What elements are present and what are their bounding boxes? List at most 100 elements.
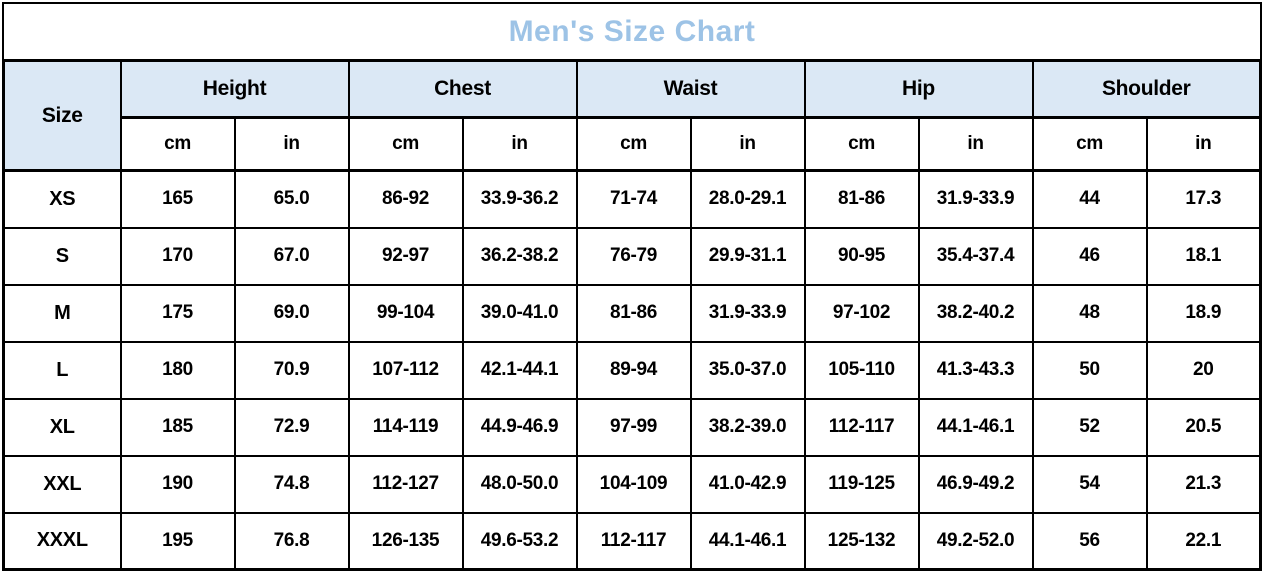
data-cell: 44.1-46.1 — [917, 397, 1034, 457]
data-cell: 41.3-43.3 — [917, 340, 1034, 400]
table-row-s: S 170 67.0 92-97 36.2-38.2 76-79 29.9-31… — [2, 226, 1262, 286]
unit-header: in — [689, 116, 806, 172]
unit-header: cm — [803, 116, 920, 172]
data-cell: 46 — [1031, 226, 1148, 286]
group-header-hip: Hip — [803, 59, 1034, 119]
data-cell: 170 — [119, 226, 236, 286]
data-cell: 29.9-31.1 — [689, 226, 806, 286]
data-cell: 17.3 — [1145, 169, 1262, 229]
data-cell: 74.8 — [233, 454, 350, 514]
data-cell: 46.9-49.2 — [917, 454, 1034, 514]
unit-header-row: cm in cm in cm in cm in cm in — [4, 116, 1262, 172]
data-cell: 71-74 — [575, 169, 692, 229]
data-cell: 22.1 — [1145, 511, 1262, 571]
data-cell: 165 — [119, 169, 236, 229]
data-cell: 114-119 — [347, 397, 464, 457]
data-cell: 54 — [1031, 454, 1148, 514]
row-size-label: S — [2, 226, 122, 286]
table-header: Size Height Chest Waist Hip Shoulder cm … — [2, 59, 1262, 172]
data-cell: 39.0-41.0 — [461, 283, 578, 343]
unit-header: cm — [1031, 116, 1148, 172]
data-cell: 99-104 — [347, 283, 464, 343]
unit-header: in — [233, 116, 350, 172]
table-row-xxxl: XXXL 195 76.8 126-135 49.6-53.2 112-117 … — [2, 511, 1262, 571]
table-row-l: L 180 70.9 107-112 42.1-44.1 89-94 35.0-… — [2, 340, 1262, 400]
data-cell: 65.0 — [233, 169, 350, 229]
data-cell: 42.1-44.1 — [461, 340, 578, 400]
data-cell: 126-135 — [347, 511, 464, 571]
group-header-shoulder: Shoulder — [1031, 59, 1262, 119]
data-cell: 31.9-33.9 — [917, 169, 1034, 229]
data-cell: 86-92 — [347, 169, 464, 229]
table-body: XS 165 65.0 86-92 33.9-36.2 71-74 28.0-2… — [2, 169, 1262, 571]
data-cell: 36.2-38.2 — [461, 226, 578, 286]
data-cell: 105-110 — [803, 340, 920, 400]
data-cell: 35.0-37.0 — [689, 340, 806, 400]
row-size-label: XXXL — [2, 511, 122, 571]
data-cell: 28.0-29.1 — [689, 169, 806, 229]
data-cell: 104-109 — [575, 454, 692, 514]
data-cell: 107-112 — [347, 340, 464, 400]
data-cell: 18.9 — [1145, 283, 1262, 343]
data-cell: 76-79 — [575, 226, 692, 286]
data-cell: 49.6-53.2 — [461, 511, 578, 571]
unit-header: cm — [119, 116, 236, 172]
data-cell: 41.0-42.9 — [689, 454, 806, 514]
data-cell: 31.9-33.9 — [689, 283, 806, 343]
data-cell: 112-117 — [575, 511, 692, 571]
data-cell: 180 — [119, 340, 236, 400]
data-cell: 97-99 — [575, 397, 692, 457]
data-cell: 81-86 — [803, 169, 920, 229]
data-cell: 119-125 — [803, 454, 920, 514]
row-size-label: L — [2, 340, 122, 400]
data-cell: 33.9-36.2 — [461, 169, 578, 229]
data-cell: 90-95 — [803, 226, 920, 286]
data-cell: 21.3 — [1145, 454, 1262, 514]
size-chart-table: Size Height Chest Waist Hip Shoulder cm … — [2, 59, 1262, 571]
group-header-waist: Waist — [575, 59, 806, 119]
data-cell: 190 — [119, 454, 236, 514]
table-row-xxl: XXL 190 74.8 112-127 48.0-50.0 104-109 4… — [2, 454, 1262, 514]
table-row-xl: XL 185 72.9 114-119 44.9-46.9 97-99 38.2… — [2, 397, 1262, 457]
table-row-xs: XS 165 65.0 86-92 33.9-36.2 71-74 28.0-2… — [2, 169, 1262, 229]
data-cell: 52 — [1031, 397, 1148, 457]
data-cell: 89-94 — [575, 340, 692, 400]
data-cell: 175 — [119, 283, 236, 343]
data-cell: 69.0 — [233, 283, 350, 343]
data-cell: 76.8 — [233, 511, 350, 571]
data-cell: 48 — [1031, 283, 1148, 343]
data-cell: 44.1-46.1 — [689, 511, 806, 571]
data-cell: 125-132 — [803, 511, 920, 571]
row-size-label: XL — [2, 397, 122, 457]
size-column-header: Size — [2, 59, 122, 172]
data-cell: 97-102 — [803, 283, 920, 343]
row-size-label: XS — [2, 169, 122, 229]
data-cell: 195 — [119, 511, 236, 571]
data-cell: 72.9 — [233, 397, 350, 457]
unit-header: in — [461, 116, 578, 172]
table-row-m: M 175 69.0 99-104 39.0-41.0 81-86 31.9-3… — [2, 283, 1262, 343]
data-cell: 35.4-37.4 — [917, 226, 1034, 286]
group-header-height: Height — [119, 59, 350, 119]
data-cell: 38.2-39.0 — [689, 397, 806, 457]
data-cell: 20 — [1145, 340, 1262, 400]
data-cell: 92-97 — [347, 226, 464, 286]
data-cell: 38.2-40.2 — [917, 283, 1034, 343]
unit-header: cm — [347, 116, 464, 172]
data-cell: 49.2-52.0 — [917, 511, 1034, 571]
group-header-row: Size Height Chest Waist Hip Shoulder — [2, 59, 1262, 172]
data-cell: 56 — [1031, 511, 1148, 571]
data-cell: 112-127 — [347, 454, 464, 514]
data-cell: 112-117 — [803, 397, 920, 457]
page-title: Men's Size Chart — [2, 2, 1262, 59]
unit-header: in — [917, 116, 1034, 172]
data-cell: 50 — [1031, 340, 1148, 400]
data-cell: 44 — [1031, 169, 1148, 229]
row-size-label: M — [2, 283, 122, 343]
data-cell: 81-86 — [575, 283, 692, 343]
unit-header: cm — [575, 116, 692, 172]
data-cell: 185 — [119, 397, 236, 457]
data-cell: 48.0-50.0 — [461, 454, 578, 514]
data-cell: 20.5 — [1145, 397, 1262, 457]
